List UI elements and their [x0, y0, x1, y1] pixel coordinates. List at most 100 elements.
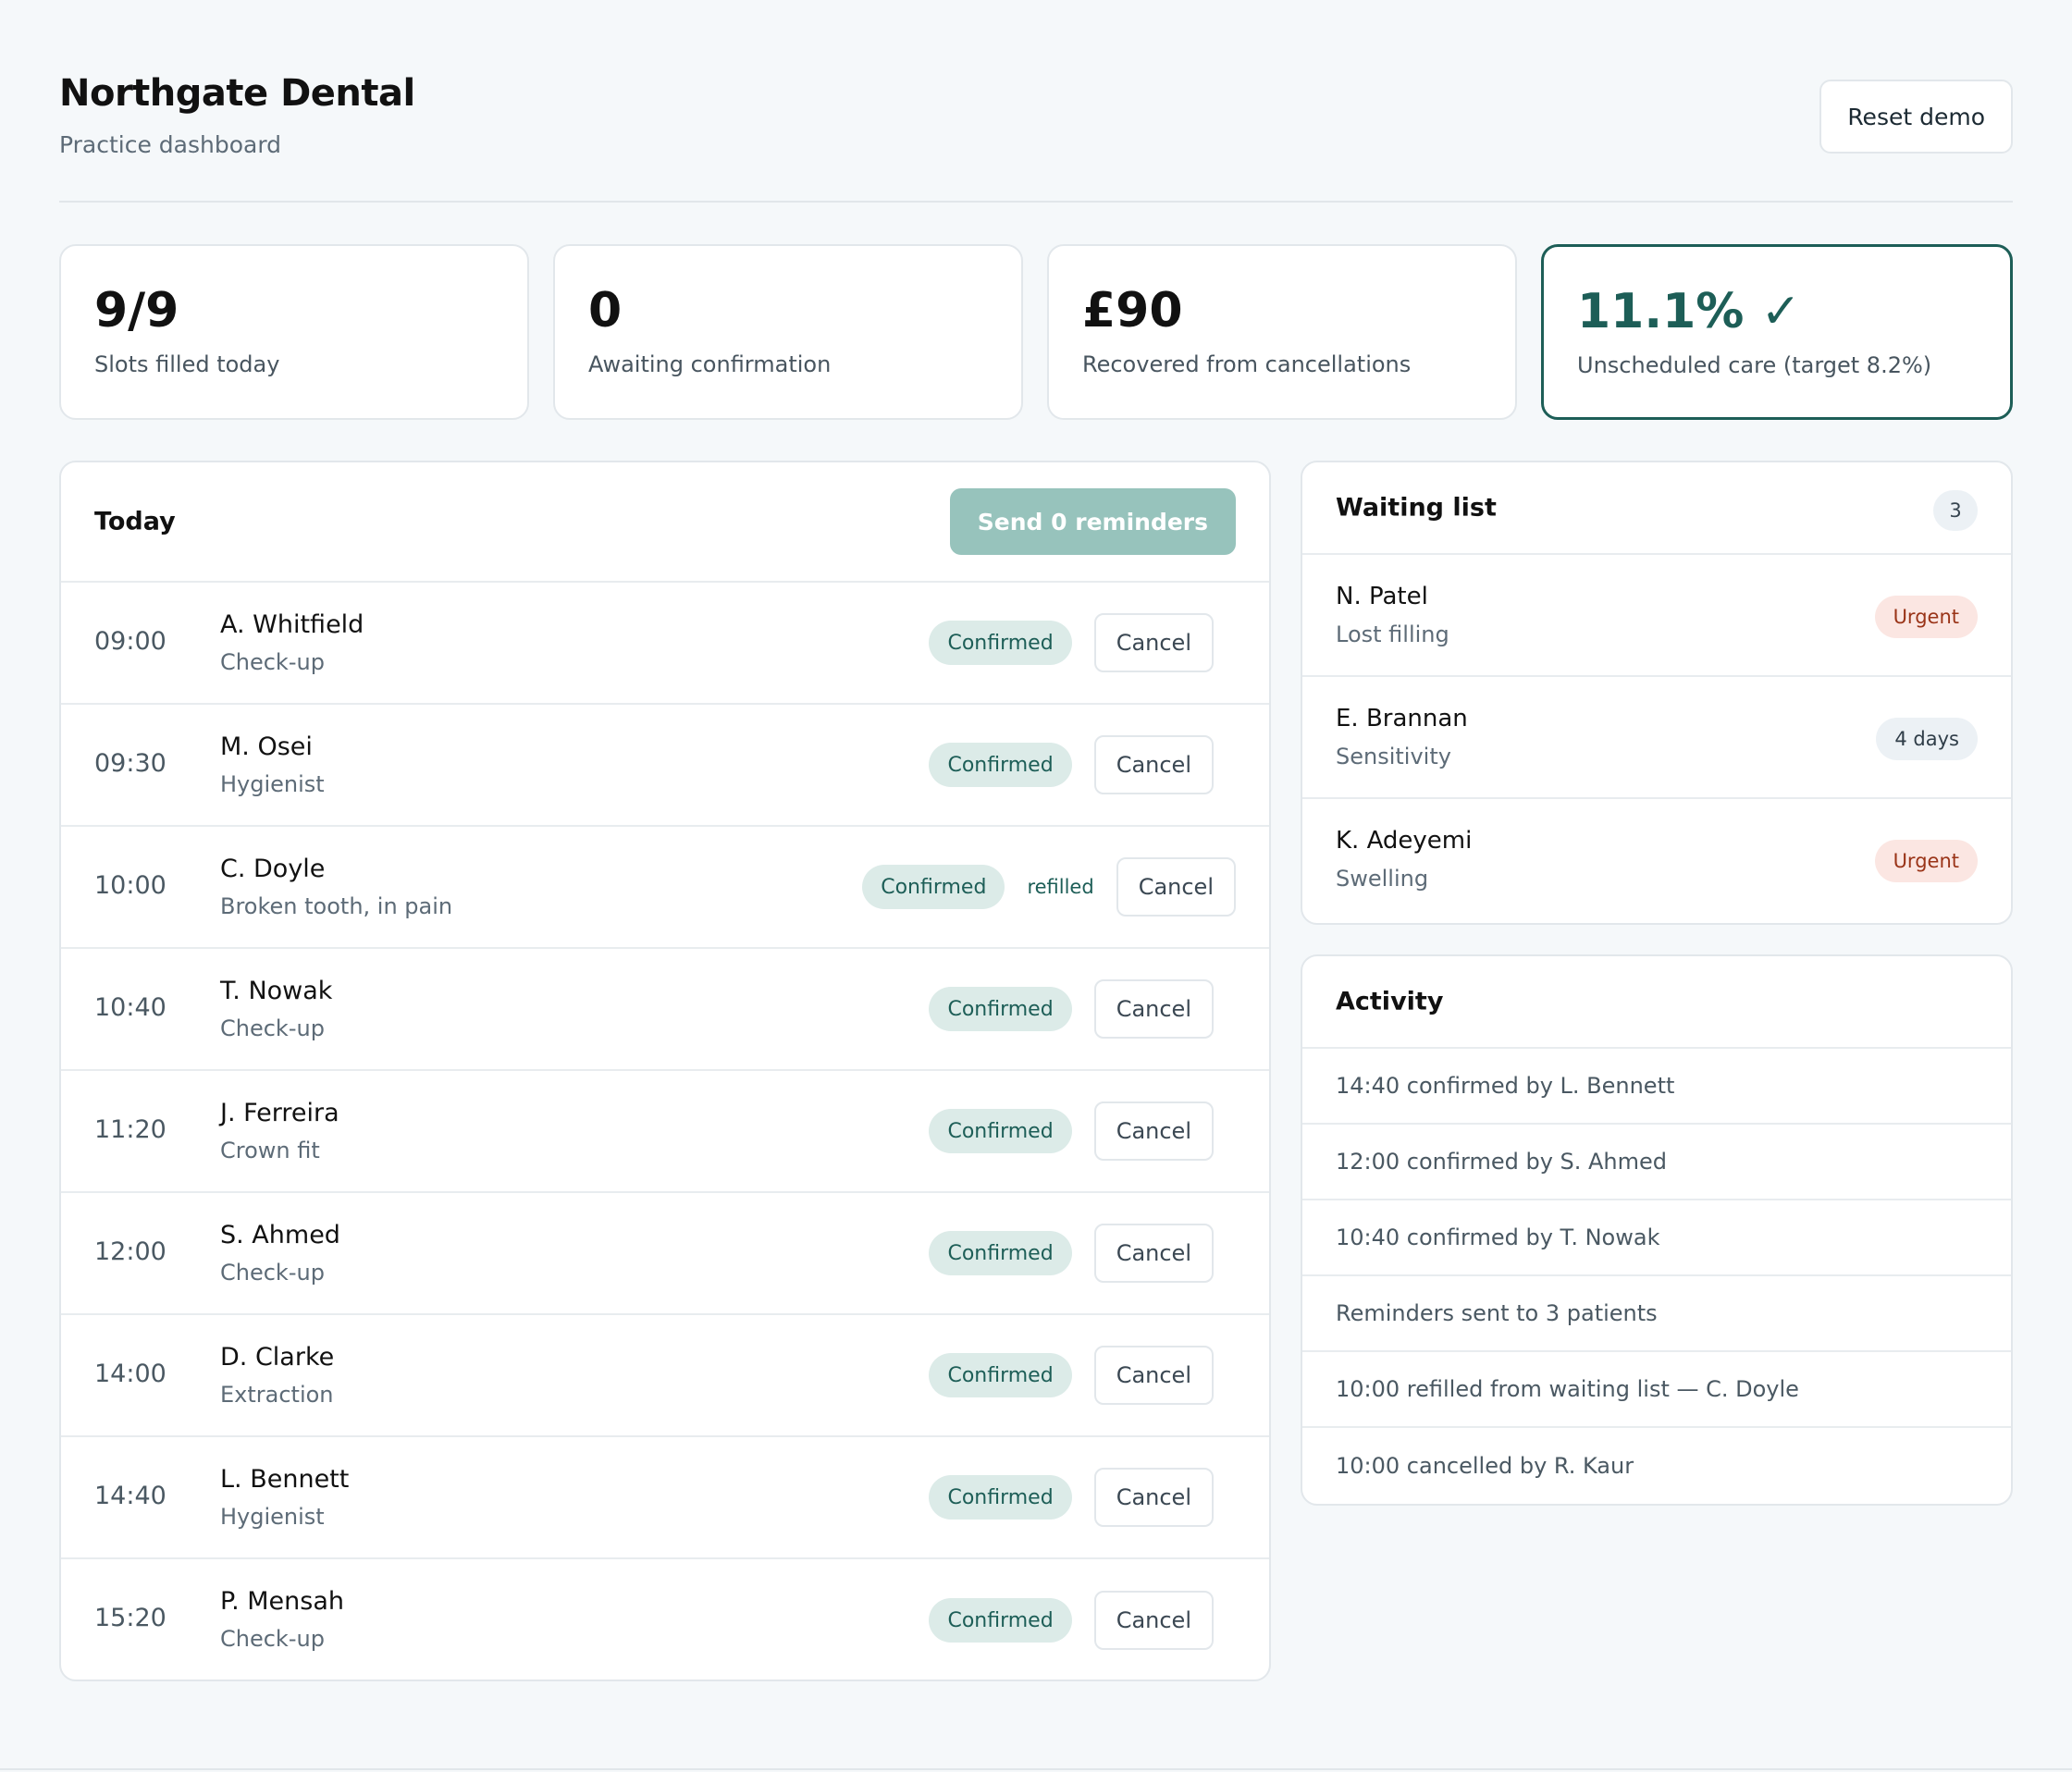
appointment-type: Check-up — [220, 1260, 325, 1286]
waiting-list-item[interactable]: K. Adeyemi Swelling Urgent — [1302, 799, 2011, 921]
stat-value: 11.1% ✓ — [1577, 284, 1802, 339]
activity-item: Reminders sent to 3 patients — [1302, 1276, 2011, 1352]
appointment-actions: Confirmed Cancel — [929, 1559, 1214, 1680]
appointment-row: 10:00 C. Doyle Broken tooth, in pain Confir… — [61, 827, 1269, 949]
stat-label: Slots filled today — [94, 351, 280, 377]
stat-label: Recovered from cancellations — [1082, 351, 1412, 377]
appointment-row: 12:00 S. Ahmed Check-up Confirmed Cancel — [61, 1193, 1269, 1315]
stat-value: 9/9 — [94, 283, 179, 338]
cancel-button[interactable]: Cancel — [1093, 1346, 1214, 1405]
appointment-type: Check-up — [220, 649, 325, 675]
stat-slots-filled: 9/9 Slots filled today — [59, 244, 529, 420]
status-badge: Confirmed — [929, 1475, 1072, 1520]
refilled-note: refilled — [1027, 876, 1094, 898]
waiting-list-header: Waiting list 3 — [1302, 462, 2011, 555]
reset-demo-button[interactable]: Reset demo — [1819, 80, 2013, 154]
appointment-type: Check-up — [220, 1015, 325, 1041]
patient-name: N. Patel — [1336, 583, 1428, 610]
app-title: Northgate Dental — [59, 72, 415, 115]
activity-items: 14:40 confirmed by L. Bennett 12:00 confi… — [1302, 1049, 2011, 1504]
appointment-type: Crown fit — [220, 1138, 320, 1163]
appointment-time: 14:40 — [94, 1482, 166, 1510]
patient-name: L. Bennett — [220, 1465, 350, 1494]
stat-label: Unscheduled care (target 8.2%) — [1577, 352, 1932, 378]
footer-divider — [0, 1768, 2072, 1770]
waiting-count-badge: 3 — [1933, 490, 1978, 531]
appointment-actions: Confirmed Cancel — [929, 1193, 1214, 1313]
appointment-actions: Confirmed Cancel — [929, 949, 1214, 1069]
appointment-row: 09:30 M. Osei Hygienist Confirmed Cancel — [61, 705, 1269, 827]
status-badge: Confirmed — [929, 1598, 1072, 1643]
urgent-badge: Urgent — [1874, 596, 1978, 638]
waiting-reason: Lost filling — [1336, 621, 1449, 647]
send-reminders-button[interactable]: Send 0 reminders — [949, 488, 1236, 555]
cancel-button[interactable]: Cancel — [1093, 1591, 1214, 1650]
patient-name: K. Adeyemi — [1336, 827, 1473, 855]
cancel-button[interactable]: Cancel — [1093, 735, 1214, 794]
appointment-type: Extraction — [220, 1382, 334, 1408]
appointment-row: 15:20 P. Mensah Check-up Confirmed Cancel — [61, 1559, 1269, 1680]
status-badge: Confirmed — [929, 743, 1072, 787]
waiting-reason: Swelling — [1336, 866, 1429, 892]
today-title: Today — [94, 507, 176, 536]
cancel-button[interactable]: Cancel — [1116, 857, 1236, 917]
patient-name: J. Ferreira — [220, 1099, 339, 1127]
patient-name: T. Nowak — [220, 977, 333, 1005]
patient-name: D. Clarke — [220, 1343, 335, 1372]
status-badge: Confirmed — [929, 987, 1072, 1031]
today-header: Today Send 0 reminders — [61, 462, 1269, 583]
activity-item: 14:40 confirmed by L. Bennett — [1302, 1049, 2011, 1125]
waiting-list-panel: Waiting list 3 N. Patel Lost filling Urgen… — [1301, 461, 2013, 925]
appointment-row: 09:00 A. Whitfield Check-up Confirmed Cancel — [61, 583, 1269, 705]
stat-label: Awaiting confirmation — [588, 351, 832, 377]
appointment-type: Check-up — [220, 1626, 325, 1652]
appointment-actions: Confirmed refilled Cancel — [862, 827, 1236, 947]
patient-name: C. Doyle — [220, 855, 326, 883]
appointment-type: Broken tooth, in pain — [220, 893, 453, 919]
waiting-reason: Sensitivity — [1336, 744, 1451, 769]
page-header: Northgate Dental Practice dashboard Rese… — [59, 67, 2013, 203]
patient-name: S. Ahmed — [220, 1221, 340, 1249]
activity-item: 10:00 refilled from waiting list — C. Do… — [1302, 1352, 2011, 1428]
patient-name: A. Whitfield — [220, 610, 364, 639]
appointment-row: 14:40 L. Bennett Hygienist Confirmed Cancel — [61, 1437, 1269, 1559]
activity-panel: Activity 14:40 confirmed by L. Bennett 12… — [1301, 954, 2013, 1506]
today-panel: Today Send 0 reminders 09:00 A. Whitfield… — [59, 461, 1271, 1681]
patient-name: M. Osei — [220, 732, 313, 761]
activity-title: Activity — [1336, 987, 1444, 1016]
cancel-button[interactable]: Cancel — [1093, 1101, 1214, 1161]
waiting-list-item[interactable]: E. Brannan Sensitivity 4 days — [1302, 677, 2011, 799]
appointment-time: 09:30 — [94, 749, 166, 778]
urgent-badge: Urgent — [1874, 840, 1978, 882]
cancel-button[interactable]: Cancel — [1093, 1468, 1214, 1527]
appointment-actions: Confirmed Cancel — [929, 1437, 1214, 1557]
patient-name: P. Mensah — [220, 1587, 344, 1616]
status-badge: Confirmed — [929, 1109, 1072, 1153]
appointment-time: 15:20 — [94, 1604, 166, 1632]
appointment-actions: Confirmed Cancel — [929, 1315, 1214, 1435]
appointment-actions: Confirmed Cancel — [929, 1071, 1214, 1191]
appointment-actions: Confirmed Cancel — [929, 583, 1214, 703]
appointment-type: Hygienist — [220, 771, 325, 797]
appointment-time: 10:40 — [94, 993, 166, 1022]
appointment-row: 10:40 T. Nowak Check-up Confirmed Cancel — [61, 949, 1269, 1071]
stat-awaiting-confirmation: 0 Awaiting confirmation — [553, 244, 1023, 420]
appointment-time: 10:00 — [94, 871, 166, 900]
appointment-time: 09:00 — [94, 627, 166, 656]
activity-item: 10:00 cancelled by R. Kaur — [1336, 1453, 1634, 1479]
cancel-button[interactable]: Cancel — [1093, 1224, 1214, 1283]
days-waiting-badge: 4 days — [1876, 718, 1978, 760]
activity-item: 10:40 confirmed by T. Nowak — [1302, 1200, 2011, 1276]
appointment-time: 12:00 — [94, 1237, 166, 1266]
stat-recovered: £90 Recovered from cancellations — [1047, 244, 1517, 420]
status-badge: Confirmed — [929, 1231, 1072, 1275]
cancel-button[interactable]: Cancel — [1093, 979, 1214, 1039]
waiting-list-title: Waiting list — [1336, 493, 1497, 523]
cancel-button[interactable]: Cancel — [1093, 613, 1214, 672]
activity-header: Activity — [1302, 956, 2011, 1049]
appointment-time: 11:20 — [94, 1115, 166, 1144]
waiting-list-item[interactable]: N. Patel Lost filling Urgent — [1302, 555, 2011, 677]
waiting-items: N. Patel Lost filling Urgent E. Brannan Sens… — [1302, 555, 2011, 921]
stat-unscheduled-care: 11.1% ✓ Unscheduled care (target 8.2%) — [1541, 244, 2013, 420]
status-badge: Confirmed — [929, 621, 1072, 665]
